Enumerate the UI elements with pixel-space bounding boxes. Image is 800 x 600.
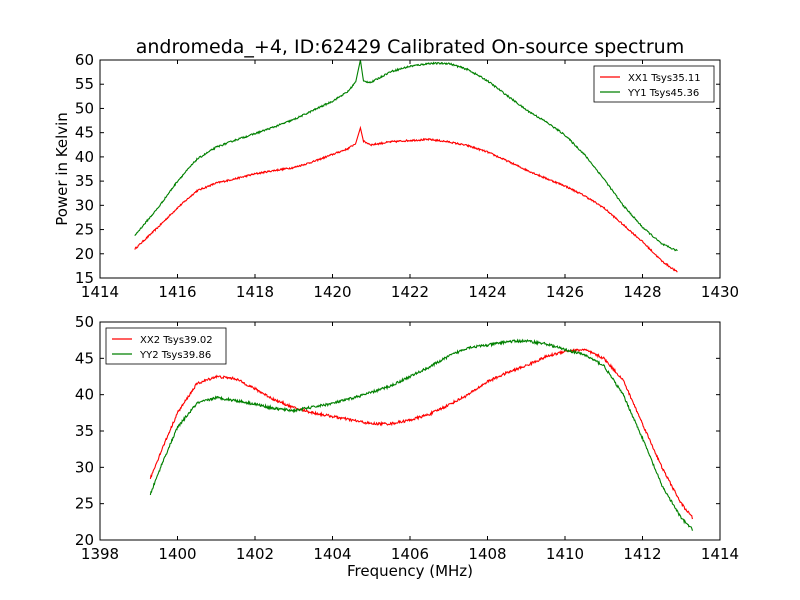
- x-tick-label: 1430: [701, 283, 739, 301]
- x-tick-label: 1408: [468, 545, 506, 563]
- bottom-panel: 1398 1400 1402 1404 1406 1408 1410 1412 1414 20 25…: [75, 313, 739, 563]
- top-panel: 1414 1416 1418 1420 1422 1424 1426 1428 1430 15 20…: [75, 51, 739, 301]
- x-axis-label: Frequency (MHz): [347, 562, 473, 580]
- series-line-xx1: [134, 125, 678, 273]
- legend-label: XX2 Tsys39.02: [140, 335, 213, 346]
- x-tick-label: 1424: [468, 283, 506, 301]
- legend: XX2 Tsys39.02 YY2 Tsys39.86: [105, 327, 227, 365]
- legend: XX1 Tsys35.11 YY1 Tsys45.36: [593, 65, 715, 103]
- y-axis-label: Power in Kelvin: [53, 112, 71, 226]
- x-tick-label: 1398: [81, 545, 119, 563]
- y-tick-label: 35: [75, 422, 94, 440]
- series-line-yy1: [134, 60, 678, 252]
- x-tick-label: 1422: [391, 283, 429, 301]
- y-tick-label: 60: [75, 51, 94, 69]
- y-tick-label: 50: [75, 313, 94, 331]
- y-tick-label: 50: [75, 99, 94, 117]
- x-tick-label: 1402: [236, 545, 274, 563]
- x-tick-label: 1404: [313, 545, 351, 563]
- legend-box: [593, 65, 715, 103]
- y-tick-label: 15: [75, 269, 94, 287]
- x-tick-label: 1418: [236, 283, 274, 301]
- x-tick-label: 1410: [546, 545, 584, 563]
- y-tick-label: 20: [75, 245, 94, 263]
- x-tick-label: 1426: [546, 283, 584, 301]
- series-group: [134, 60, 678, 273]
- x-tick-label: 1406: [391, 545, 429, 563]
- y-tick-label: 40: [75, 148, 94, 166]
- series-line-yy2: [149, 338, 694, 532]
- x-tick-label: 1416: [158, 283, 196, 301]
- legend-label: XX1 Tsys35.11: [628, 73, 701, 84]
- y-tick-label: 55: [75, 75, 94, 93]
- y-tick-label: 25: [75, 495, 94, 513]
- chart-title: andromeda_+4, ID:62429 Calibrated On-sou…: [136, 36, 685, 58]
- x-tick-label: 1414: [81, 283, 119, 301]
- x-tick-label: 1412: [623, 545, 661, 563]
- legend-label: YY1 Tsys45.36: [627, 88, 699, 99]
- y-tick-label: 30: [75, 196, 94, 214]
- y-tick-label: 35: [75, 172, 94, 190]
- y-tick-label: 45: [75, 124, 94, 142]
- y-tick-label: 30: [75, 458, 94, 476]
- x-tick-label: 1400: [158, 545, 196, 563]
- legend-box: [105, 327, 227, 365]
- x-tick-label: 1428: [623, 283, 661, 301]
- x-tick-label: 1414: [701, 545, 739, 563]
- legend-label: YY2 Tsys39.86: [139, 350, 211, 361]
- x-tick-label: 1420: [313, 283, 351, 301]
- series-group: [149, 338, 694, 532]
- y-tick-label: 45: [75, 349, 94, 367]
- series-line-xx2: [149, 348, 694, 520]
- y-tick-label: 20: [75, 531, 94, 549]
- y-tick-label: 25: [75, 221, 94, 239]
- y-tick-label: 40: [75, 386, 94, 404]
